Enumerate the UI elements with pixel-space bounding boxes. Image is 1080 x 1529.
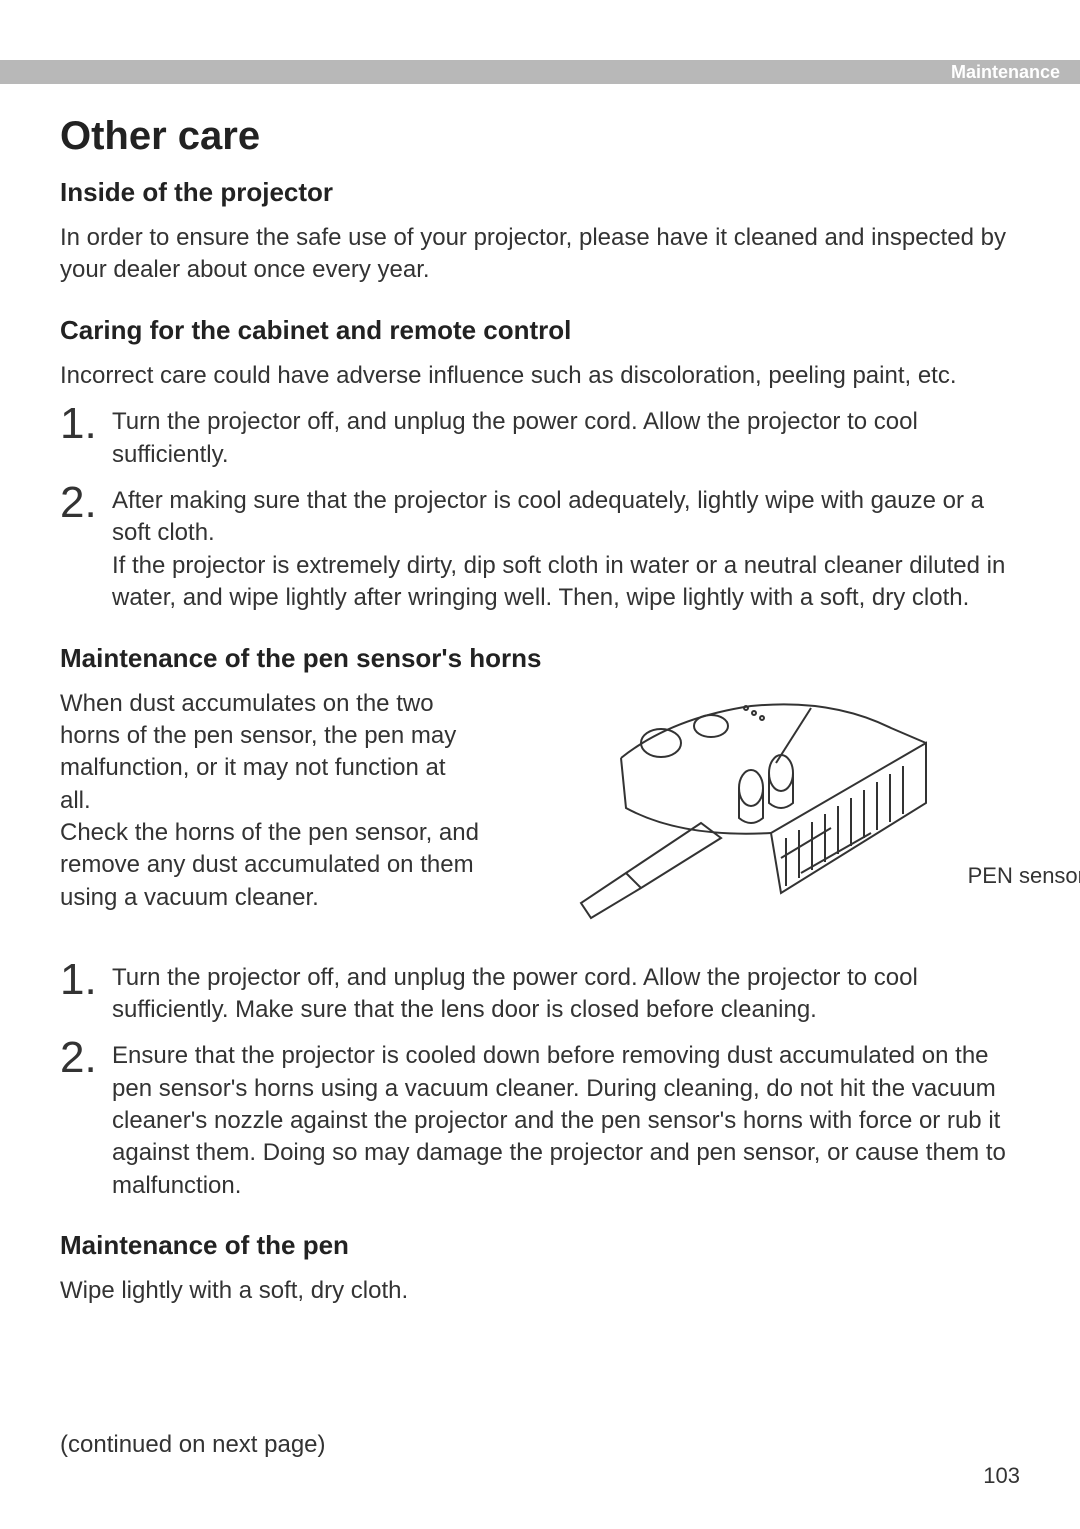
body-cabinet-intro: Incorrect care could have adverse influe… bbox=[60, 360, 1020, 392]
heading-pen: Maintenance of the pen bbox=[60, 1230, 1020, 1261]
cabinet-step-2-text: After making sure that the projector is … bbox=[112, 481, 1020, 615]
num-marker: 1. bbox=[60, 402, 106, 446]
page-container: Maintenance Other care Inside of the pro… bbox=[0, 0, 1080, 1354]
num-marker: 2. bbox=[60, 1036, 106, 1080]
cabinet-step-2b: If the projector is extremely dirty, dip… bbox=[112, 550, 1020, 615]
horns-figure: PEN sensor bbox=[482, 688, 1020, 938]
horns-step-1: 1. Turn the projector off, and unplug th… bbox=[60, 958, 1020, 1027]
cabinet-step-1-text: Turn the projector off, and unplug the p… bbox=[112, 402, 1020, 471]
body-pen: Wipe lightly with a soft, dry cloth. bbox=[60, 1275, 1020, 1307]
horns-row: When dust accumulates on the two horns o… bbox=[60, 688, 1020, 938]
heading-inside: Inside of the projector bbox=[60, 177, 1020, 208]
num-marker: 2. bbox=[60, 481, 106, 525]
cabinet-step-1: 1. Turn the projector off, and unplug th… bbox=[60, 402, 1020, 471]
horns-step-2-text: Ensure that the projector is cooled down… bbox=[112, 1036, 1020, 1202]
horns-body: When dust accumulates on the two horns o… bbox=[60, 688, 482, 915]
main-title: Other care bbox=[60, 114, 1020, 159]
cabinet-step-2: 2. After making sure that the projector … bbox=[60, 481, 1020, 615]
heading-horns: Maintenance of the pen sensor's horns bbox=[60, 643, 1020, 674]
num-marker: 1. bbox=[60, 958, 106, 1002]
body-inside: In order to ensure the safe use of your … bbox=[60, 222, 1020, 287]
heading-cabinet: Caring for the cabinet and remote contro… bbox=[60, 315, 1020, 346]
page-number: 103 bbox=[983, 1463, 1020, 1489]
header-bar: Maintenance bbox=[0, 60, 1080, 84]
horns-step-1-text: Turn the projector off, and unplug the p… bbox=[112, 958, 1020, 1027]
pen-sensor-diagram-icon bbox=[571, 688, 931, 938]
continued-note: (continued on next page) bbox=[60, 1431, 326, 1459]
figure-label: PEN sensor bbox=[968, 863, 1080, 889]
header-section-label: Maintenance bbox=[951, 62, 1060, 83]
horns-step-2: 2. Ensure that the projector is cooled d… bbox=[60, 1036, 1020, 1202]
cabinet-step-2a: After making sure that the projector is … bbox=[112, 485, 1020, 550]
